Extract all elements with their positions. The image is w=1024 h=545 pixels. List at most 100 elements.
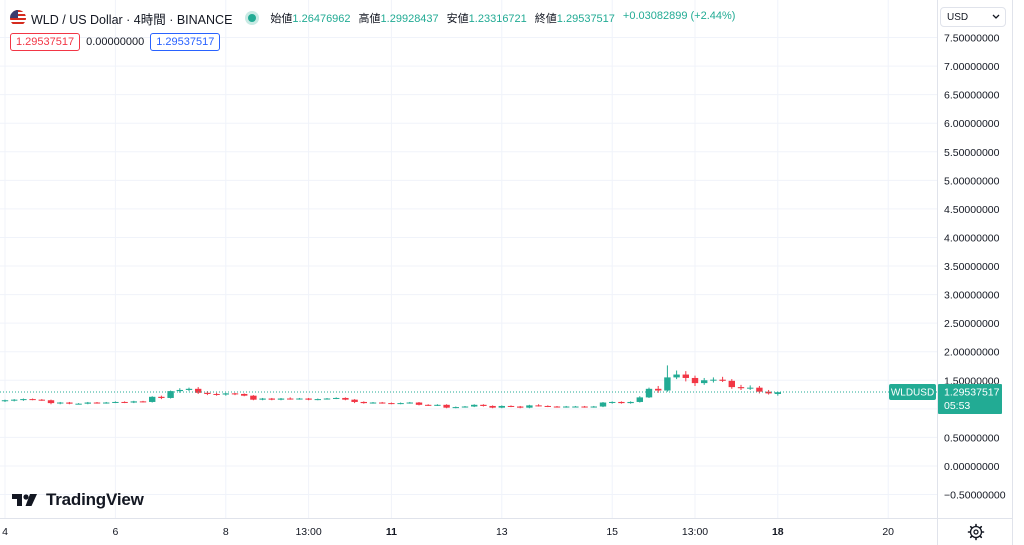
candle-body — [673, 374, 680, 378]
candle-body — [461, 406, 469, 408]
price-tick-label: 6.00000000 — [944, 118, 1000, 130]
candle-body — [176, 389, 183, 392]
candle-body — [149, 396, 156, 402]
candle-body — [691, 377, 699, 384]
candle-body — [406, 402, 413, 404]
candle-body — [535, 405, 542, 407]
candle-body — [388, 403, 395, 405]
trade-price-boxes: 1.29537517 0.00000000 1.29537517 — [10, 33, 221, 51]
candle-body — [241, 393, 248, 396]
currency-dropdown[interactable]: USD — [940, 7, 1006, 27]
candles — [1, 365, 781, 409]
price-tick-label: 7.00000000 — [944, 61, 1000, 73]
price-tick-label: 2.50000000 — [944, 318, 1000, 330]
candle-body — [747, 387, 754, 389]
candle-body — [415, 402, 423, 405]
chevron-down-icon — [992, 14, 1000, 19]
candle-body — [29, 399, 36, 401]
price-tick-label: 4.00000000 — [944, 232, 1000, 244]
ohlc-values: 始値1.26476962 高値1.29928437 安値1.23316721 終… — [270, 10, 735, 26]
candle-body — [563, 406, 570, 408]
candle-body — [250, 395, 257, 400]
time-axis[interactable]: 4 6 8 13:00 11 13 15 13:00 18 20 — [2, 526, 894, 538]
candle-body — [314, 399, 321, 401]
candle-body — [664, 377, 671, 391]
candle-body — [682, 374, 689, 378]
candle-body — [627, 401, 634, 404]
tradingview-logo-icon — [12, 494, 37, 506]
candle-body — [1, 400, 9, 402]
candle-body — [434, 404, 441, 406]
bar-countdown: 05:53 — [944, 400, 970, 412]
candle-body — [544, 405, 551, 407]
candle-body — [93, 402, 101, 404]
candle-body — [765, 391, 772, 394]
candle-body — [38, 399, 45, 401]
symbol-price-tag-label: WLDUSD — [891, 387, 934, 398]
last-price-labels: WLDUSD 1.29537517 05:53 — [889, 383, 1002, 414]
candle-body — [360, 401, 367, 404]
candle-body — [581, 406, 588, 408]
spread-value: 0.00000000 — [86, 36, 145, 48]
price-tick-label: 3.50000000 — [944, 261, 1000, 273]
candle-body — [323, 398, 331, 400]
time-tick-label: 13:00 — [682, 526, 708, 538]
logo-text: TradingView — [46, 490, 144, 509]
tradingview-logo[interactable]: TradingView — [12, 490, 144, 510]
candle-body — [47, 400, 55, 404]
time-tick-label: 13:00 — [295, 526, 321, 538]
candle-body — [710, 379, 717, 381]
candle-body — [333, 397, 340, 399]
price-tick-label: 5.50000000 — [944, 147, 1000, 159]
candle-body — [728, 380, 735, 388]
market-status-dot — [248, 14, 257, 22]
candle-body — [701, 380, 708, 384]
candle-body — [84, 402, 91, 404]
candle-body — [636, 397, 643, 402]
sell-price-button[interactable]: 1.29537517 — [10, 33, 81, 51]
price-tick-label: 3.00000000 — [944, 290, 1000, 302]
last-price-value: 1.29537517 — [944, 386, 1000, 398]
candle-body — [11, 399, 18, 401]
candle-body — [139, 401, 147, 403]
high-label: 高値 — [358, 13, 381, 25]
candle-body — [471, 404, 478, 407]
price-tick-label: −0.50000000 — [944, 490, 1006, 502]
candle-body — [480, 404, 487, 406]
us-flag-icon — [10, 10, 26, 26]
candle-body — [369, 402, 377, 404]
buy-price-button[interactable]: 1.29537517 — [150, 33, 221, 51]
candle-body — [103, 402, 110, 404]
settings-gear-icon[interactable] — [966, 522, 986, 542]
candle-body — [719, 379, 726, 381]
grid-lines — [0, 0, 937, 518]
last-price-tag — [938, 383, 1002, 414]
close-value: 1.29537517 — [556, 13, 615, 25]
candle-body — [287, 398, 294, 400]
symbol-legend: WLD / US Dollar · 4時間 · BINANCE 始値1.2647… — [10, 9, 735, 27]
candle-body — [259, 398, 266, 400]
open-label: 始値 — [270, 13, 293, 25]
candle-body — [609, 401, 616, 403]
price-tick-label: 4.50000000 — [944, 204, 1000, 216]
symbol-title[interactable]: WLD / US Dollar · 4時間 · BINANCE — [31, 12, 233, 27]
time-tick-label: 4 — [2, 526, 8, 538]
time-tick-label: 13 — [496, 526, 508, 538]
candle-body — [498, 405, 505, 408]
price-axis[interactable]: 7.50000000 7.00000000 6.50000000 6.00000000… — [944, 33, 1006, 502]
candle-body — [572, 406, 579, 408]
candle-body — [195, 388, 202, 393]
candle-body — [296, 398, 303, 400]
candle-body — [185, 388, 193, 390]
candle-body — [599, 402, 607, 407]
currency-label: USD — [947, 11, 969, 23]
candle-body — [517, 406, 524, 408]
candle-body — [553, 406, 561, 408]
time-tick-label: 8 — [223, 526, 229, 538]
candle-body — [167, 391, 174, 398]
candle-body — [20, 399, 27, 401]
candle-body — [737, 387, 745, 389]
time-tick-label: 6 — [112, 526, 118, 538]
